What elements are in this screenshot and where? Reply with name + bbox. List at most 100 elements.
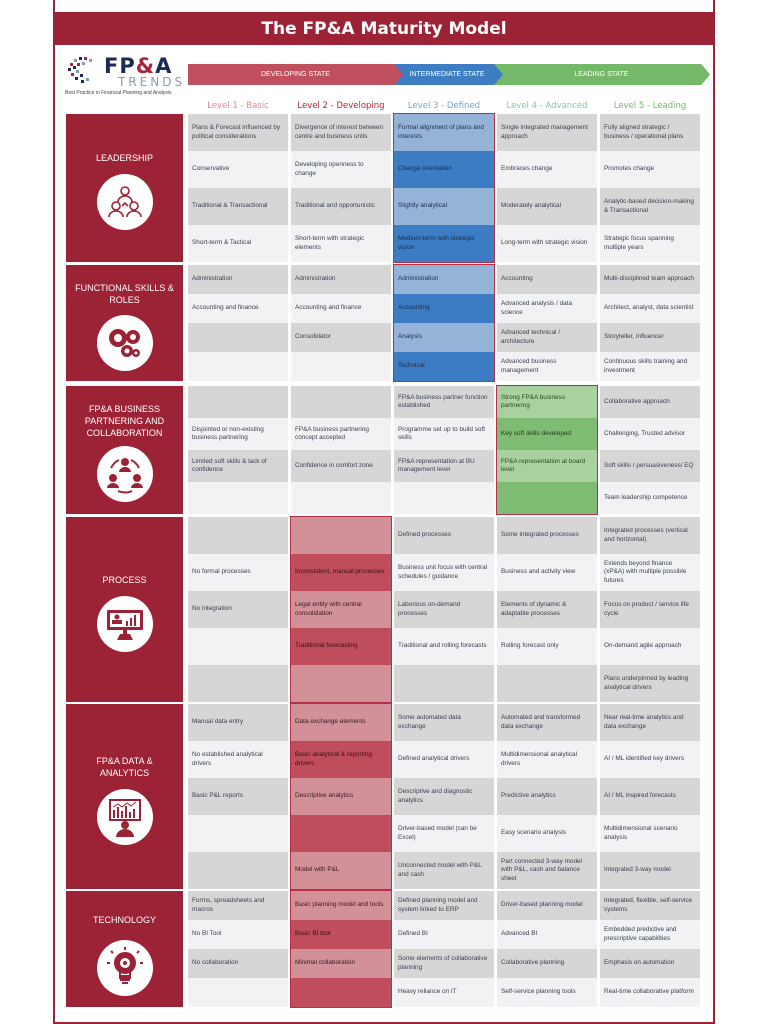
grid-cell: AI / ML identified key drivers bbox=[600, 741, 700, 778]
grid-cell: Defined analytical drivers bbox=[394, 741, 494, 778]
grid-cell: Traditional and rolling forecasts bbox=[394, 628, 494, 665]
grid-cell: Promotes change bbox=[600, 151, 700, 188]
grid-cell: On-demand agile approach bbox=[600, 628, 700, 665]
grid-cell: Emphasis on automation bbox=[600, 949, 700, 978]
grid-cell bbox=[291, 665, 391, 702]
grid-cell: Formal alignment of plans and interests bbox=[394, 114, 494, 151]
grid-cell: Limited soft skills & lack of confidence bbox=[188, 450, 288, 482]
collaboration-cycle-icon bbox=[97, 446, 153, 502]
analytics-dashboard-icon bbox=[97, 789, 153, 845]
level-2-header: Level 2 - Developing bbox=[297, 101, 385, 111]
logo-swirl-icon bbox=[68, 57, 92, 83]
grid-cell: Elements of dynamic & adaptable processe… bbox=[497, 591, 597, 628]
grid-cell: Basic BI tool bbox=[291, 920, 391, 949]
grid-cell: Traditional forecasting bbox=[291, 628, 391, 665]
grid-cell: Basic planning model and tools bbox=[291, 891, 391, 920]
level-5-column: Collaborative approach Challenging, Trust… bbox=[600, 386, 700, 514]
grid-cell: Multidimensional scenario analysis bbox=[600, 815, 700, 852]
state-leading: LEADING STATE bbox=[493, 64, 710, 85]
grid-cell: Consolidator bbox=[291, 323, 391, 352]
grid-cell: Soft skills / persuasiveness/ EQ bbox=[600, 450, 700, 482]
level-5-header: Level 5 - Leading bbox=[613, 101, 687, 111]
grid-cell: Predictive analytics bbox=[497, 778, 597, 815]
level-2-column-current: Inconsistent, manual processes Legal enti… bbox=[290, 516, 392, 703]
grid-cell: Legal entity with central consolidation bbox=[291, 591, 391, 628]
grid-cell bbox=[291, 517, 391, 554]
level-1-column: Plans & Forecast influenced by political… bbox=[188, 114, 288, 262]
grid-cell: Self-service planning tools bbox=[497, 978, 597, 1007]
grid-cell: Slightly analytical bbox=[394, 188, 494, 225]
level-3-column-current: Formal alignment of plans and interests C… bbox=[393, 113, 495, 263]
grid-cell: Near real-time analytics and data exchan… bbox=[600, 704, 700, 741]
grid-cell: Model with P&L bbox=[291, 852, 391, 889]
level-4-column: Accounting Advanced analysis / data scien… bbox=[497, 265, 597, 381]
grid-cell bbox=[497, 482, 597, 514]
category-label: FP&A DATA & ANALYTICS bbox=[96, 756, 153, 778]
grid-cell: Challenging, Trusted advisor bbox=[600, 418, 700, 450]
grid-cell bbox=[188, 665, 288, 702]
grid-cell: Some automated data exchange bbox=[394, 704, 494, 741]
level-5-column: Integrated processes (vertical and horiz… bbox=[600, 517, 700, 702]
grid-cell: Descriptive and diagnostic analytics bbox=[394, 778, 494, 815]
grid-cell: Accounting bbox=[394, 294, 494, 323]
level-2-column: FP&A business partnering concept accepte… bbox=[291, 386, 391, 514]
state-arrows: DEVELOPING STATE INTERMEDIATE STATE LEAD… bbox=[188, 64, 710, 85]
grid-cell: Unconnected model with P&L and cash bbox=[394, 852, 494, 889]
category-panel: PROCESS bbox=[66, 517, 183, 702]
grid-cell: Business and activity view bbox=[497, 554, 597, 591]
section-leadership: LEADERSHIP Plans & Forecast influenced by… bbox=[66, 113, 712, 263]
grid-cell bbox=[291, 815, 391, 852]
grid-cell bbox=[188, 628, 288, 665]
level-1-column: Administration Accounting and finance bbox=[188, 265, 288, 381]
grid-cell: Multidimensional analytical drivers bbox=[497, 741, 597, 778]
grid-cell: Accounting and finance bbox=[188, 294, 288, 323]
grid-cell: Business unit focus with central schedul… bbox=[394, 554, 494, 591]
grid-cell: Defined BI bbox=[394, 920, 494, 949]
grid-cell: Basic P&L reports bbox=[188, 778, 288, 815]
grid-cell: Short-term with strategic elements bbox=[291, 225, 391, 262]
category-panel: LEADERSHIP bbox=[66, 114, 183, 262]
grid-cell: Embedded predictive and prescriptive cap… bbox=[600, 920, 700, 949]
grid-cell: Key soft skills developed bbox=[497, 418, 597, 450]
level-4-header: Level 4 - Advanced bbox=[506, 101, 588, 111]
grid-cell bbox=[497, 665, 597, 702]
grid-cell: Automated and transformed data exchange bbox=[497, 704, 597, 741]
grid-cell: Integrated processes (vertical and horiz… bbox=[600, 517, 700, 554]
grid-cell bbox=[291, 352, 391, 381]
grid-cell: Rolling forecast only bbox=[497, 628, 597, 665]
grid-cell: Strong FP&A business partnering bbox=[497, 386, 597, 418]
grid-cell: Part connected 3-way model with P&L, cas… bbox=[497, 852, 597, 889]
grid-cell: Architect, analyst, data scientist bbox=[600, 294, 700, 323]
grid-cell: Developing openness to change bbox=[291, 151, 391, 188]
grid-cell: Defined planning model and system linked… bbox=[394, 891, 494, 920]
grid-cell: Focus on product / service life cycle bbox=[600, 591, 700, 628]
category-label: FUNCTIONAL SKILLS & ROLES bbox=[75, 283, 174, 305]
grid-cell: Advanced technical / architecture bbox=[497, 323, 597, 352]
logo-fpa-text: FP&A bbox=[104, 54, 173, 78]
grid-cell: Collaborative approach bbox=[600, 386, 700, 418]
grid-cell: Extends beyond finance (xP&A) with multi… bbox=[600, 554, 700, 591]
section-fp-a-data-analytics: FP&A DATA & ANALYTICS Manual data entry No… bbox=[66, 703, 712, 890]
grid-cell: Heavy reliance on IT bbox=[394, 978, 494, 1007]
grid-cell: Disjointed or non-existing business part… bbox=[188, 418, 288, 450]
grid-cell: FP&A representation at BU management lev… bbox=[394, 450, 494, 482]
level-2-column-current: Data exchange elements Basic analytical &… bbox=[290, 703, 392, 890]
level-headers: Level 1 - Basic Level 2 - Developing Lev… bbox=[188, 101, 710, 113]
section-functional-skills-roles: FUNCTIONAL SKILLS & ROLES Administration A… bbox=[66, 264, 712, 382]
level-4-column: Driver-based planning model Advanced BI Co… bbox=[497, 891, 597, 1007]
category-panel: FP&A BUSINESS PARTNERING AND COLLABORATI… bbox=[66, 386, 183, 514]
grid-cell: Analysis bbox=[394, 323, 494, 352]
level-3-column: Defined processes Business unit focus wit… bbox=[394, 517, 494, 702]
presentation-chart-icon bbox=[97, 596, 153, 652]
grid-cell bbox=[291, 386, 391, 418]
category-label: TECHNOLOGY bbox=[92, 915, 156, 925]
grid-cell bbox=[188, 482, 288, 514]
grid-cell: Continuous skills training and investmen… bbox=[600, 352, 700, 381]
section-fp-a-business-partnering-and-collaboration: FP&A BUSINESS PARTNERING AND COLLABORATI… bbox=[66, 385, 712, 515]
grid-cell: No formal processes bbox=[188, 554, 288, 591]
level-4-column: Automated and transformed data exchange M… bbox=[497, 704, 597, 889]
grid-cell: Integrated 3-way model bbox=[600, 852, 700, 889]
section-technology: TECHNOLOGY Forms, spreadsheets and macros… bbox=[66, 890, 712, 1008]
category-panel: FP&A DATA & ANALYTICS bbox=[66, 704, 183, 889]
logo-trends-text: TRENDS bbox=[118, 75, 186, 89]
